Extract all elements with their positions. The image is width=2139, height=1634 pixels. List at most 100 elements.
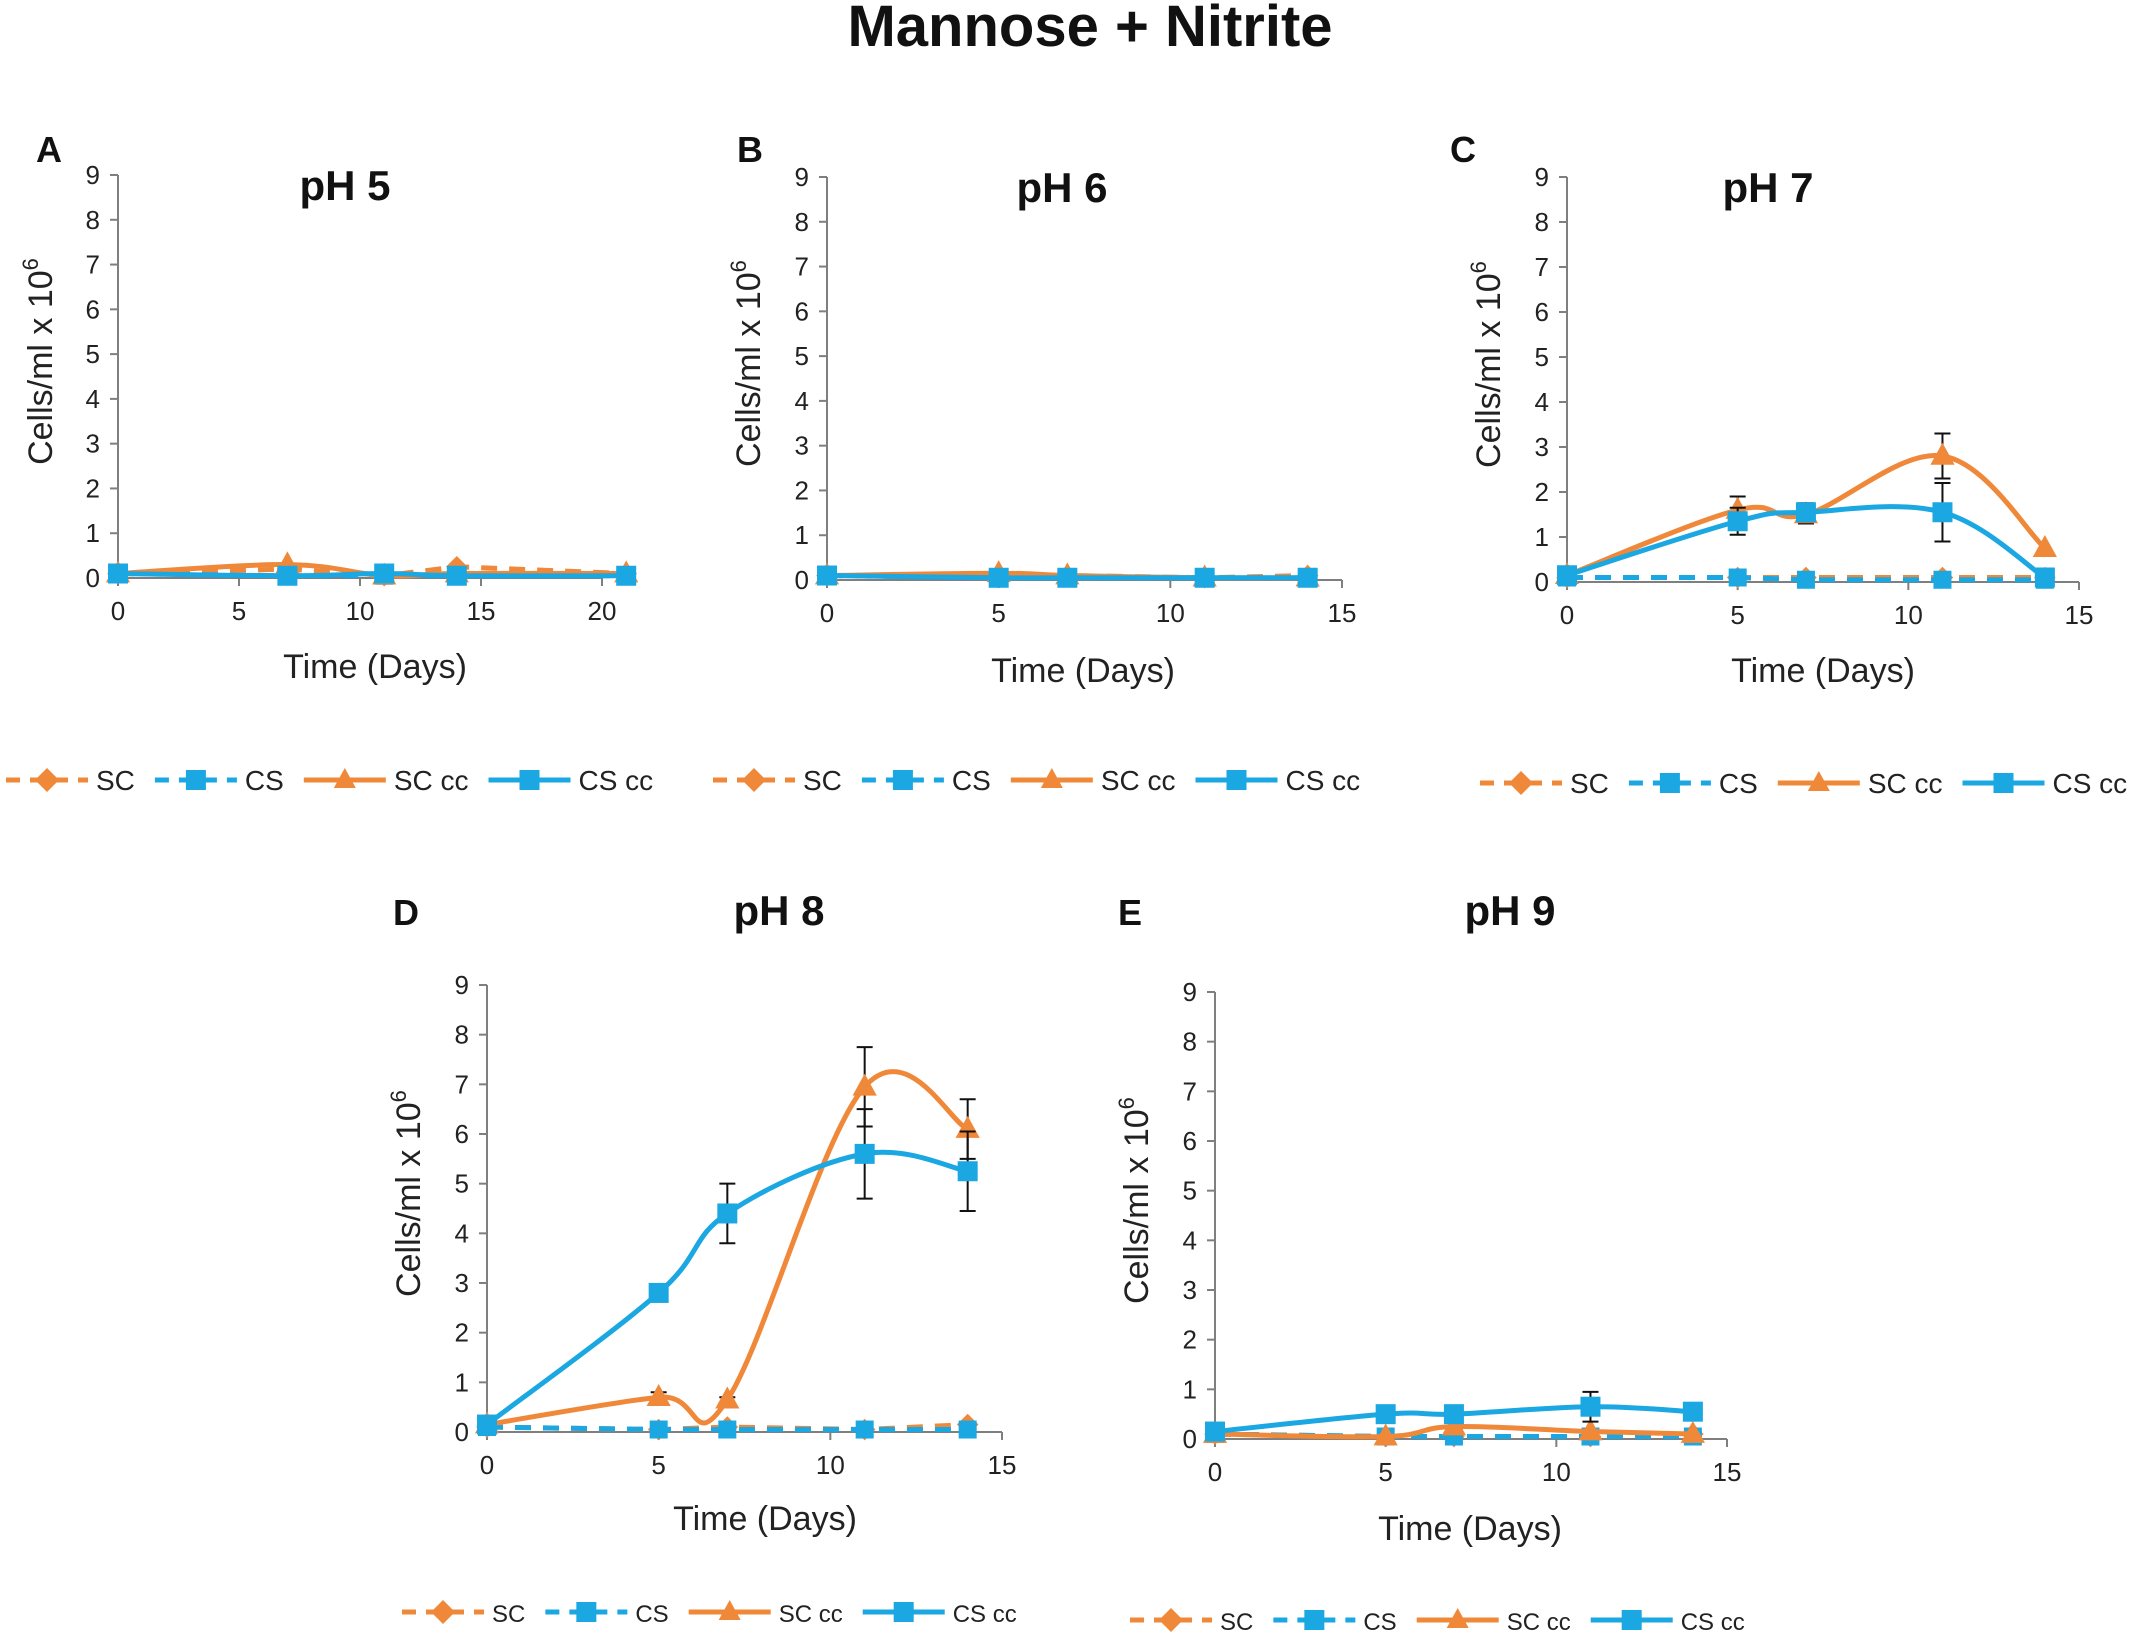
y-axis-label-base: Cells/ml x 10	[22, 270, 60, 465]
legend: SC CS SC cc CS cc	[1130, 1608, 1745, 1634]
legend-marker	[1446, 1608, 1469, 1628]
data-point	[717, 1203, 738, 1224]
y-tick-label: 5	[1183, 1176, 1197, 1206]
data-point	[1205, 1421, 1225, 1442]
data-point	[1932, 502, 1953, 523]
y-tick-label: 1	[1183, 1374, 1197, 1404]
data-point	[715, 1386, 740, 1409]
data-point	[1796, 570, 1815, 589]
legend-marker	[1993, 773, 2014, 793]
x-axis-label: Time (Days)	[283, 648, 467, 686]
y-tick-label: 2	[455, 1318, 469, 1348]
panel-c: CpH 7 0 1 2 3 4 5 6 7 8 9 0 5 10 15 Time (Days) Cells/ml…	[1450, 129, 2127, 799]
y-axis-label-exponent: 6	[1114, 1097, 1139, 1109]
legend-label: SC cc	[394, 765, 469, 796]
legend-label: SC	[96, 765, 135, 796]
data-point	[1933, 570, 1952, 589]
data-point	[1795, 502, 1816, 523]
x-tick-label: 5	[1730, 600, 1744, 630]
data-point	[988, 567, 1009, 588]
x-tick-label: 10	[1542, 1457, 1571, 1487]
y-tick-label: 0	[455, 1417, 469, 1447]
y-tick-label: 2	[1535, 477, 1549, 507]
data-point	[817, 565, 837, 586]
data-point	[649, 1420, 668, 1439]
y-axis-label-base: Cells/ml x 10	[730, 272, 768, 467]
legend-marker	[1040, 768, 1063, 788]
data-point	[1194, 567, 1215, 588]
legend-marker	[519, 770, 540, 790]
data-point	[277, 565, 298, 586]
x-tick-label: 5	[651, 1450, 665, 1480]
y-tick-label: 9	[1535, 162, 1549, 192]
x-tick-label: 0	[1208, 1457, 1222, 1487]
y-axis-label: Cells/ml x 106	[386, 1090, 428, 1297]
y-tick-label: 9	[1183, 977, 1197, 1007]
y-tick-label: 3	[455, 1268, 469, 1298]
y-tick-label: 1	[1535, 522, 1549, 552]
data-point	[2032, 535, 2057, 558]
legend-label: CS	[245, 765, 284, 796]
legend-marker	[1621, 1610, 1642, 1630]
data-point	[1441, 1413, 1467, 1436]
data-point	[958, 1420, 977, 1439]
data-point	[1682, 1401, 1703, 1422]
y-tick-label: 4	[1535, 387, 1549, 417]
series-line	[486, 1424, 968, 1433]
legend-label: SC cc	[1868, 768, 1943, 799]
legend-marker	[431, 1600, 455, 1624]
legend-marker	[893, 1602, 914, 1622]
legend-label: CS	[952, 765, 991, 796]
data-point	[374, 563, 395, 584]
series-cs-cc	[1557, 482, 2055, 588]
x-tick-label: 15	[1713, 1457, 1742, 1487]
panel-title: pH 7	[1722, 164, 1813, 211]
legend-item: SC cc	[303, 765, 469, 796]
y-tick-label: 3	[1183, 1275, 1197, 1305]
legend-marker	[892, 770, 913, 790]
x-tick-label: 15	[467, 596, 496, 626]
legend-item: CS	[861, 765, 991, 796]
y-axis-label-base: Cells/ml x 10	[390, 1102, 428, 1297]
legend-label: CS cc	[953, 1601, 1017, 1628]
x-tick-label: 10	[1156, 598, 1185, 628]
data-point	[1057, 567, 1078, 588]
y-axis-label: Cells/ml x 106	[1114, 1097, 1156, 1304]
legend-item: CS	[154, 765, 284, 796]
x-tick-label: 0	[480, 1450, 494, 1480]
y-tick-label: 8	[455, 1020, 469, 1050]
legend-label: CS cc	[1286, 765, 1361, 796]
y-tick-label: 1	[795, 520, 809, 550]
y-tick-label: 7	[795, 252, 809, 282]
y-tick-label: 2	[86, 473, 100, 503]
x-tick-label: 10	[816, 1450, 845, 1480]
data-point	[1727, 511, 1748, 532]
legend-marker	[35, 768, 59, 792]
legend-item: CS cc	[1590, 1609, 1745, 1634]
y-tick-label: 4	[455, 1218, 469, 1248]
x-axis-label: Time (Days)	[673, 1500, 857, 1538]
y-tick-label: 0	[795, 565, 809, 595]
legend-label: CS	[1719, 768, 1758, 799]
legend-label: SC cc	[1101, 765, 1176, 796]
legend-marker	[185, 770, 206, 790]
legend-item: SC	[713, 765, 842, 796]
legend-marker	[576, 1602, 597, 1622]
data-point	[1443, 1404, 1464, 1425]
y-axis-label-exponent: 6	[726, 260, 751, 272]
y-tick-label: 9	[455, 970, 469, 1000]
y-tick-label: 6	[455, 1119, 469, 1149]
legend-item: CS	[545, 1601, 669, 1628]
y-tick-label: 0	[1183, 1424, 1197, 1454]
panel-letter: C	[1450, 129, 1476, 170]
y-tick-label: 8	[86, 205, 100, 235]
legend-marker	[742, 768, 766, 792]
legend-label: CS cc	[1681, 1609, 1745, 1634]
legend-label: SC	[1220, 1609, 1253, 1634]
legend-marker	[1659, 773, 1680, 793]
data-point	[1373, 1423, 1398, 1446]
x-tick-label: 0	[820, 598, 834, 628]
data-point	[477, 1414, 497, 1435]
